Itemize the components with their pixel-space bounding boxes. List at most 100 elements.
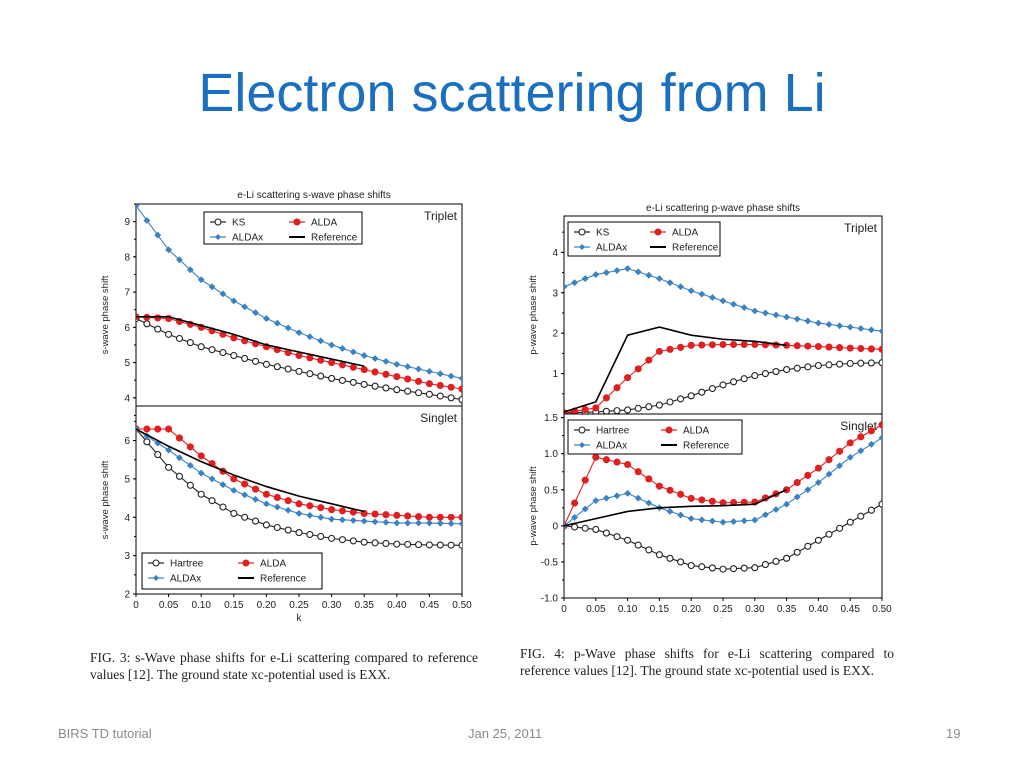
point-alda xyxy=(349,363,357,371)
point-alda xyxy=(295,500,303,508)
point-ks xyxy=(295,367,303,375)
point-aldax xyxy=(415,365,422,373)
point-aldax xyxy=(425,519,433,527)
point-aldax xyxy=(186,266,194,274)
point-ks xyxy=(175,334,184,343)
point-alda xyxy=(878,345,882,353)
point-hartree xyxy=(613,533,621,541)
chart-panel-singlet: -1.0 -0.5 0 0.5 1.0 1.5 0 0.05 0.10 0.15 0.20 0.25 0… xyxy=(528,413,892,618)
point-alda xyxy=(458,513,462,521)
point-aldax xyxy=(284,324,292,332)
point-aldax xyxy=(371,355,379,362)
point-aldax xyxy=(219,481,227,489)
point-ks xyxy=(306,370,314,378)
legend-label-alda: ALDA xyxy=(683,426,709,437)
legend-label-hartree: Hartree xyxy=(170,559,204,570)
point-aldax xyxy=(772,506,780,513)
point-hartree xyxy=(273,523,281,532)
point-alda xyxy=(328,359,336,367)
point-hartree xyxy=(867,506,875,514)
point-ks xyxy=(447,394,455,402)
point-alda xyxy=(846,344,854,352)
legend-box xyxy=(567,221,721,257)
point-alda xyxy=(677,343,685,351)
point-aldax xyxy=(176,256,183,264)
point-hartree xyxy=(655,551,663,559)
series-line-reference xyxy=(564,326,787,413)
point-aldax xyxy=(687,287,695,295)
point-ks xyxy=(349,378,357,386)
point-hartree xyxy=(338,536,347,544)
point-aldax xyxy=(136,204,140,210)
point-hartree xyxy=(772,557,780,565)
point-aldax xyxy=(793,315,801,323)
point-aldax xyxy=(719,297,727,305)
point-ks xyxy=(846,359,854,368)
point-hartree xyxy=(414,541,423,549)
point-ks xyxy=(317,372,325,380)
point-aldax xyxy=(867,440,875,448)
point-hartree xyxy=(761,561,769,569)
point-alda xyxy=(836,447,844,455)
point-aldax xyxy=(349,517,357,524)
point-aldax xyxy=(186,462,194,469)
point-aldax xyxy=(571,279,579,287)
point-alda xyxy=(393,373,401,381)
point-aldax xyxy=(698,516,706,524)
legend-label-reference: Reference xyxy=(260,574,307,585)
legend-label-ks: KS xyxy=(596,228,610,239)
point-aldax xyxy=(836,322,844,330)
point-ks xyxy=(414,389,423,397)
point-alda xyxy=(436,381,444,390)
point-hartree xyxy=(719,565,727,573)
point-alda xyxy=(602,456,610,464)
point-aldax xyxy=(804,486,812,494)
point-hartree xyxy=(836,524,844,532)
point-alda xyxy=(857,344,865,353)
point-ks xyxy=(867,359,875,367)
x-tick-label: 0.25 xyxy=(289,600,309,611)
point-aldax xyxy=(165,246,173,254)
point-alda xyxy=(698,341,706,349)
point-ks xyxy=(804,363,812,371)
point-aldax xyxy=(814,319,822,327)
point-hartree xyxy=(634,541,642,549)
legend-marker xyxy=(214,218,222,226)
point-hartree xyxy=(793,548,801,556)
point-ks xyxy=(624,406,632,414)
point-alda xyxy=(273,493,281,501)
point-alda xyxy=(634,365,642,373)
point-aldax xyxy=(262,500,270,508)
point-ks xyxy=(613,407,621,414)
point-hartree xyxy=(602,529,610,537)
point-aldax xyxy=(252,309,259,317)
x-tick-label: 0.30 xyxy=(322,600,342,611)
point-hartree xyxy=(382,539,390,548)
point-alda xyxy=(230,475,238,483)
point-hartree xyxy=(687,561,695,570)
point-aldax xyxy=(360,352,368,359)
point-hartree xyxy=(677,558,685,566)
point-alda xyxy=(425,380,433,388)
point-alda xyxy=(825,456,833,464)
point-ks xyxy=(197,343,205,351)
panel-label: Triplet xyxy=(844,221,878,235)
point-aldax xyxy=(458,375,462,382)
point-hartree xyxy=(447,541,455,549)
y-tick-label: 1.5 xyxy=(544,413,558,424)
y-tick-label: 1.0 xyxy=(544,449,558,460)
point-hartree xyxy=(154,451,162,459)
legend-marker xyxy=(153,575,159,581)
point-alda xyxy=(425,513,433,521)
point-hartree xyxy=(197,490,205,498)
x-tick-label: 0.05 xyxy=(159,600,179,611)
legend-marker xyxy=(293,218,301,226)
point-aldax xyxy=(857,325,865,332)
y-tick-label: 2 xyxy=(552,329,558,340)
panel-label: Triplet xyxy=(424,209,458,223)
point-alda xyxy=(645,356,653,364)
x-tick-label: 0.15 xyxy=(224,600,244,611)
figure-4-caption: FIG. 4: p-Wave phase shifts for e-Li sca… xyxy=(520,646,894,678)
point-aldax xyxy=(666,507,674,515)
legend-box xyxy=(141,552,323,590)
